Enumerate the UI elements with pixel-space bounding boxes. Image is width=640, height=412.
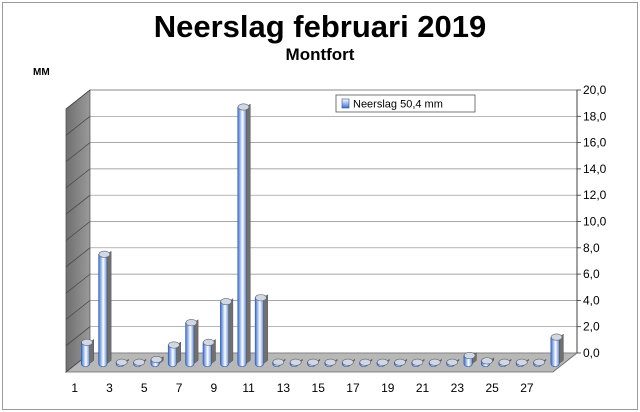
bar bbox=[220, 298, 234, 367]
legend-swatch bbox=[341, 98, 350, 109]
bar bbox=[359, 358, 373, 367]
gridline-side bbox=[65, 300, 91, 320]
bar bbox=[324, 358, 338, 367]
bar bbox=[307, 358, 321, 367]
x-tick-label: 27 bbox=[520, 381, 534, 395]
gridline-side bbox=[65, 326, 91, 346]
chart-subtitle: Montfort bbox=[285, 45, 355, 64]
legend-label: Neerslag 50,4 mm bbox=[353, 99, 443, 111]
bar bbox=[341, 358, 355, 367]
gridline-side bbox=[65, 116, 91, 136]
bar bbox=[254, 294, 268, 367]
x-tick-label: 19 bbox=[381, 381, 395, 395]
bar bbox=[498, 358, 512, 367]
y-tick-label: 18,0 bbox=[583, 109, 607, 123]
bar bbox=[463, 352, 477, 367]
bar bbox=[446, 358, 460, 367]
gridline-side bbox=[65, 168, 91, 189]
y-tick-label: 10,0 bbox=[583, 215, 607, 229]
x-tick-label: 3 bbox=[106, 381, 113, 395]
bar bbox=[515, 358, 529, 367]
x-tick-label: 1 bbox=[71, 381, 78, 395]
gridline-side bbox=[65, 89, 91, 110]
bar bbox=[80, 338, 94, 367]
bar bbox=[98, 250, 112, 367]
x-tick-label: 23 bbox=[451, 381, 465, 395]
gridline-side bbox=[65, 194, 91, 215]
y-axis-label: MM bbox=[33, 67, 50, 78]
x-tick-label: 9 bbox=[210, 381, 217, 395]
gridline-side bbox=[65, 247, 91, 268]
x-tick-label: 7 bbox=[176, 381, 183, 395]
bar bbox=[550, 333, 564, 367]
legend-box bbox=[335, 94, 476, 113]
y-tick-label: 12,0 bbox=[583, 188, 607, 202]
y-tick-label: 2,0 bbox=[583, 320, 600, 334]
bar bbox=[411, 358, 425, 367]
y-tick-label: 20,0 bbox=[583, 83, 607, 97]
x-tick-label: 15 bbox=[312, 381, 326, 395]
x-tick-label: 25 bbox=[485, 381, 499, 395]
x-tick-label: 13 bbox=[277, 381, 291, 395]
bar bbox=[150, 356, 164, 367]
y-tick-label: 14,0 bbox=[583, 162, 607, 176]
bar bbox=[115, 358, 129, 367]
y-tick-label: 4,0 bbox=[583, 293, 600, 307]
gridline-side bbox=[65, 273, 91, 294]
x-tick-label: 5 bbox=[141, 381, 148, 395]
bar bbox=[272, 358, 286, 367]
chart-title: Neerslag februari 2019 bbox=[153, 9, 487, 44]
bar bbox=[428, 358, 442, 367]
y-tick-label: 8,0 bbox=[583, 241, 600, 255]
x-tick-label: 21 bbox=[416, 381, 430, 395]
x-tick-label: 11 bbox=[242, 381, 255, 395]
bar bbox=[376, 358, 390, 367]
bar bbox=[480, 357, 495, 367]
legend: Neerslag 50,4 mm bbox=[335, 94, 476, 113]
bar bbox=[167, 341, 181, 367]
bar bbox=[533, 358, 547, 367]
y-tick-label: 16,0 bbox=[583, 136, 607, 150]
bar bbox=[394, 358, 408, 367]
bar bbox=[133, 358, 147, 367]
bar bbox=[185, 319, 199, 367]
bar bbox=[237, 103, 251, 367]
y-tick-label: 6,0 bbox=[583, 267, 600, 281]
y-tick-label: 0,0 bbox=[583, 346, 600, 360]
gridline-side bbox=[65, 221, 91, 241]
x-tick-label: 17 bbox=[346, 381, 360, 395]
bar bbox=[289, 358, 303, 367]
gridline-side bbox=[65, 142, 91, 162]
bar bbox=[202, 338, 216, 367]
